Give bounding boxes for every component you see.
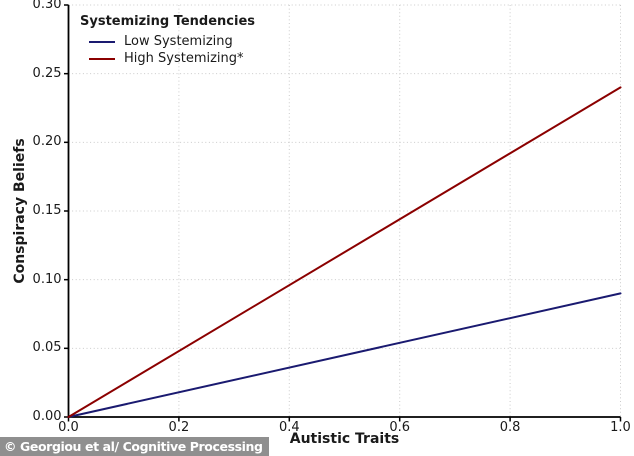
x-tick-label: 0.2 — [168, 420, 190, 435]
y-tick-label: 0.30 — [32, 0, 62, 12]
x-tick-label: 0.0 — [58, 420, 79, 435]
legend-label-high-systemizing: High Systemizing* — [124, 51, 244, 66]
series-line-low-systemizing — [67, 292, 622, 418]
legend-label-low-systemizing: Low Systemizing — [124, 34, 233, 49]
legend-line-swatch-high-systemizing — [89, 57, 115, 60]
y-tick-label: 0.10 — [32, 271, 62, 287]
legend: Systemizing Tendencies Low Systemizing H… — [80, 13, 255, 67]
x-tick-label: 0.4 — [278, 420, 300, 435]
y-tick-label: 0.25 — [32, 65, 62, 81]
x-tick-label: 1.0 — [610, 420, 631, 435]
x-axis-label: Autistic Traits — [289, 431, 400, 447]
legend-item-high-systemizing: High Systemizing* — [80, 50, 255, 67]
legend-item-low-systemizing: Low Systemizing — [80, 33, 255, 50]
watermark: © Georgiou et al/ Cognitive Processing — [0, 437, 269, 456]
y-tick-label: 0.20 — [32, 134, 62, 150]
x-tick-label: 0.6 — [389, 420, 411, 435]
series-line-high-systemizing — [67, 86, 622, 418]
y-tick-label: 0.15 — [32, 203, 62, 218]
legend-title: Systemizing Tendencies — [80, 14, 256, 29]
y-tick-label: 0.05 — [32, 340, 62, 356]
y-tick-label: 0.00 — [32, 409, 62, 424]
y-axis-label: Conspiracy Beliefs — [12, 138, 28, 284]
x-tick-label: 0.8 — [499, 420, 521, 435]
legend-line-swatch-low-systemizing — [89, 40, 115, 43]
